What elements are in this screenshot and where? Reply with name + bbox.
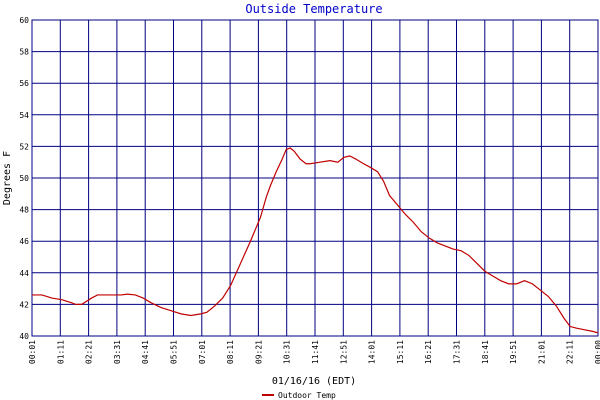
x-tick-label: 05:51 [170, 340, 179, 364]
x-tick-label: 16:21 [424, 340, 433, 364]
chart-title: Outside Temperature [245, 2, 382, 16]
x-tick-label: 00:00 [594, 340, 600, 364]
x-tick-label: 18:41 [481, 340, 490, 364]
x-tick-label: 08:11 [226, 340, 235, 364]
x-tick-label: 19:51 [509, 340, 518, 364]
y-tick-label: 50 [19, 174, 29, 183]
y-axis-label: Degrees F [2, 151, 13, 205]
x-axis-label: 01/16/16 (EDT) [272, 376, 356, 387]
x-tick-label: 01:11 [56, 340, 65, 364]
x-tick-label: 07:01 [198, 340, 207, 364]
y-tick-label: 58 [19, 48, 29, 57]
x-tick-label: 17:31 [453, 340, 462, 364]
series-line-outdoor-temp [32, 147, 599, 334]
x-tick-label: 15:11 [396, 340, 405, 364]
x-tick-label: 11:41 [311, 340, 320, 364]
y-tick-label: 40 [19, 332, 29, 341]
legend: Outdoor Temp [262, 391, 336, 400]
x-tick-label: 03:31 [113, 340, 122, 364]
x-tick-label: 09:21 [254, 340, 263, 364]
x-tick-label: 02:21 [85, 340, 94, 364]
x-tick-label: 14:01 [368, 340, 377, 364]
y-tick-label: 60 [19, 16, 29, 25]
y-tick-label: 52 [19, 142, 29, 151]
x-tick-label: 21:01 [537, 340, 546, 364]
x-tick-label: 22:11 [566, 340, 575, 364]
x-tick-label: 04:41 [141, 340, 150, 364]
series-layer [32, 147, 599, 334]
y-tick-label: 42 [19, 300, 29, 309]
x-tick-label: 00:01 [28, 340, 37, 364]
y-tick-label: 48 [19, 206, 29, 215]
y-tick-label: 46 [19, 237, 29, 246]
legend-label-outdoor-temp: Outdoor Temp [278, 391, 336, 400]
x-tick-label: 12:51 [339, 340, 348, 364]
y-tick-label: 44 [19, 269, 29, 278]
x-tick-label: 10:31 [283, 340, 292, 364]
y-tick-label: 56 [19, 79, 29, 88]
x-tick-labels: 00:01 01:11 02:21 03:31 04:41 05:51 07:01 08:11… [28, 340, 600, 364]
y-tick-label: 54 [19, 111, 29, 120]
grid-lines [31, 19, 599, 337]
y-tick-labels: 40 42 44 46 48 50 52 54 56 58 60 [19, 16, 29, 341]
